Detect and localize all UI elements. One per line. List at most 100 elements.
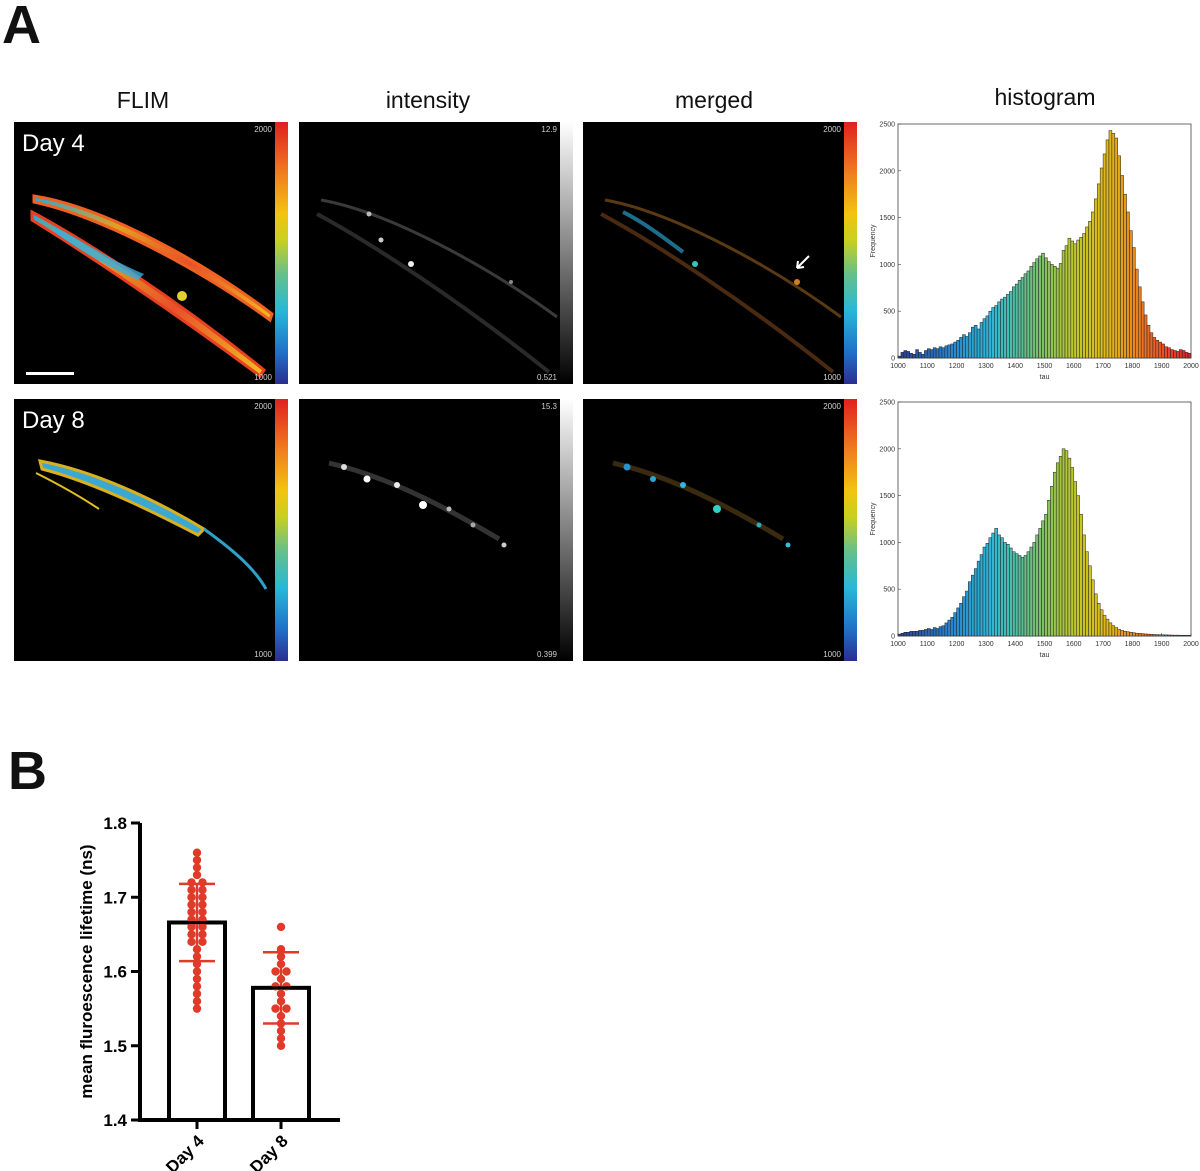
histogram-day8-bar [1096,602,1101,637]
histogram-day8-bar [1067,457,1072,637]
histogram-day4-bar [988,310,993,359]
merged-image-day8: 2000 1000 [583,399,857,661]
histogram-day8-bar [1135,632,1139,637]
histogram-day4-bar [1173,350,1177,359]
histogram-day4-ytick-label: 1500 [879,215,895,222]
histogram-day8-bar [1173,634,1177,637]
histogram-day4-bar [1184,352,1189,359]
histogram-day8-bar [947,619,951,637]
histogram-day4-bar [906,351,910,359]
histogram-day8-bar [1181,635,1186,637]
intensity-cb-max-day8: 15.3 [541,402,557,411]
histogram-day8-bar [1076,495,1080,637]
data-point [187,900,196,909]
histogram-day8-bar [1105,618,1110,637]
histogram-day4-bar [1126,211,1130,359]
histogram-day8-bar [1038,528,1042,637]
histogram-day8-bar [1047,500,1051,637]
histogram-day8-bar [1158,634,1162,637]
histogram-day4-bar [1029,266,1034,359]
histogram-day8-bar [1149,634,1154,637]
histogram-day8-bar [927,628,931,637]
histogram-day8-xtick-label: 1100 [920,641,935,648]
histogram-day8-bar [991,532,995,637]
histogram-day4-bar [1099,167,1104,359]
histogram-day8-xlabel: tau [1040,652,1050,659]
histogram-day8-xtick-label: 1900 [1154,641,1170,648]
y-tick-label: 1.8 [103,814,127,833]
histogram-day4-bar [976,328,981,359]
histogram-day4-bar [1111,133,1116,359]
histogram-day8-bar [1184,635,1189,637]
histogram-day8-bar [1111,625,1116,637]
histogram-day4-xtick-label: 1100 [920,363,935,370]
data-point [198,930,207,939]
histogram-day4-xlabel: tau [1040,374,1050,381]
data-point [198,900,207,909]
histogram-day4-bar [973,324,978,359]
histogram-day4-bar [1138,286,1142,359]
histogram-day4-bar [1006,294,1010,359]
histogram-day8-bar [1009,547,1013,637]
histogram-day4-bar [1164,346,1168,359]
histogram-day8-bar [1055,462,1060,637]
histogram-day4-bar [1035,258,1039,359]
histogram-day8-bar [1140,633,1145,637]
histogram-day8-bar [1117,629,1121,637]
histogram-day4-bar [1129,230,1133,359]
histogram-day8-bar [1176,634,1180,637]
histogram-day4-bar [944,345,949,359]
flim-cells-day8 [35,459,268,590]
histogram-day4-bar [1105,139,1110,359]
histogram-day8-bar [1000,537,1004,637]
panel-b-letter: B [8,741,47,801]
histogram-day4-xtick-label: 2000 [1183,363,1199,370]
merged-colorbar-day4 [844,122,857,384]
histogram-day4-bar [1017,280,1022,359]
histogram-day8-ytick-label: 500 [883,587,895,594]
histogram-day8-bar [985,543,990,637]
histogram-day8-bar [982,546,987,637]
day-label-row2: Day 8 [22,407,85,434]
histogram-day8-bar [912,631,916,637]
histogram-day4-bar [1053,266,1057,359]
data-point [192,863,202,872]
histogram-day4-bar [1076,239,1080,359]
panel-a-letter: A [2,0,41,55]
histogram-day8-bar [1006,544,1010,637]
data-point [192,1004,202,1013]
histogram-day4-bar [1132,247,1136,359]
histogram-day8-bar [973,568,978,637]
histogram-day8-bar [962,596,966,637]
flim-cb-max-day4: 2000 [254,125,272,134]
intensity-colorbar-day8 [560,399,573,661]
histogram-day4-bar [991,307,995,359]
histogram-day8-xtick-label: 1800 [1125,641,1141,648]
histogram-day4-bar [985,315,990,359]
histogram-day8-bar [1091,579,1095,637]
histogram-day8-bar [1082,534,1086,637]
histogram-day4-bar [1094,198,1098,359]
data-point [192,848,202,857]
histogram-day8-bar [1155,634,1160,637]
data-point [276,1034,286,1043]
histogram-day8-xtick-label: 1500 [1037,641,1053,648]
flim-colorbar-day8 [275,399,288,661]
intensity-cb-min-day8: 0.399 [536,650,557,659]
histogram-day4-bar [1167,347,1171,359]
histogram-day4-bar [1058,263,1063,359]
histogram-day4-bar [1091,211,1095,359]
histogram-day4-bar [965,336,969,359]
histogram-day8-bar [1044,514,1048,637]
day-label-row1: Day 4 [22,130,85,157]
histogram-day4-bar [1055,267,1060,359]
x-tick-label: Day 8 [246,1131,292,1171]
histogram-day8-bar [1064,450,1069,637]
histogram-day8-bar [1120,630,1124,637]
histogram-day4-bar [1014,283,1019,359]
y-tick-label: 1.7 [103,888,127,907]
histogram-day4-bar [1123,193,1127,359]
histogram-day8-bar [1126,631,1130,637]
histogram-day8-bar [988,537,993,637]
histogram-day8-bar [1132,632,1136,637]
